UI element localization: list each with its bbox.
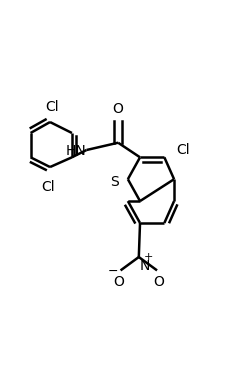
Text: +: + bbox=[143, 251, 153, 261]
Text: O: O bbox=[113, 275, 124, 289]
Text: −: − bbox=[108, 265, 119, 278]
Text: Cl: Cl bbox=[41, 181, 55, 194]
Text: O: O bbox=[154, 275, 164, 289]
Text: N: N bbox=[140, 259, 150, 273]
Text: Cl: Cl bbox=[46, 100, 59, 113]
Text: HN: HN bbox=[65, 144, 86, 158]
Text: O: O bbox=[113, 102, 123, 116]
Text: Cl: Cl bbox=[177, 143, 190, 157]
Text: S: S bbox=[111, 175, 119, 189]
